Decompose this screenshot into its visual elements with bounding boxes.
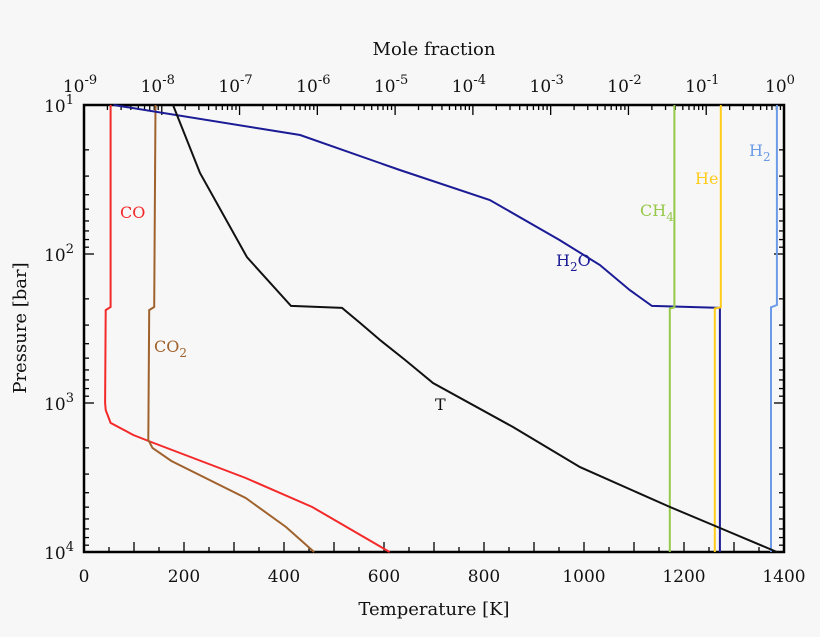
series-label-3: CH4 — [640, 201, 674, 224]
top-tick-label: 10-2 — [607, 73, 641, 97]
bottom-tick-label: 200 — [168, 567, 200, 587]
top-axis-title: Mole fraction — [373, 39, 496, 60]
bottom-tick-label: 600 — [368, 567, 400, 587]
top-tick-label: 10-5 — [374, 73, 408, 97]
y-tick-label: 102 — [44, 242, 74, 266]
series-line-6 — [172, 104, 778, 553]
y-axis-title: Pressure [bar] — [10, 262, 31, 393]
top-tick-label: 10-4 — [452, 73, 486, 97]
top-tick-label: 100 — [765, 73, 795, 97]
top-tick-label: 10-9 — [63, 73, 97, 97]
series-label-5: H2 — [749, 141, 771, 164]
series-label-2: H2O — [556, 251, 591, 274]
y-tick-label: 103 — [44, 391, 74, 415]
ticks: 10-9 10-8 10-7 10-6 10-5 10-4 10-3 10-2 10-1 1000… — [44, 73, 806, 587]
plot-frame — [82, 103, 786, 554]
bottom-axis-title: Temperature [K] — [358, 599, 509, 620]
top-tick-label: 10-6 — [296, 73, 330, 97]
series-label-4: He — [695, 169, 718, 188]
bottom-tick-label: 400 — [268, 567, 300, 587]
series-line-4 — [713, 105, 722, 552]
bottom-tick-label: 1200 — [662, 567, 705, 587]
top-tick-label: 10-8 — [141, 73, 175, 97]
top-tick-label: 10-1 — [685, 73, 719, 97]
series-line-1 — [147, 104, 315, 553]
series-label-6: T — [435, 395, 446, 414]
series-line-0 — [104, 105, 391, 553]
series-line-5 — [770, 105, 778, 552]
labels: CO CO2 H2O CH4 He H2 T — [120, 141, 771, 414]
series-label-1: CO2 — [154, 337, 187, 360]
top-tick-label: 10-3 — [530, 73, 564, 97]
bottom-tick-label: 1000 — [562, 567, 605, 587]
y-tick-label: 104 — [44, 540, 74, 564]
bottom-tick-label: 0 — [79, 567, 90, 587]
series-line-3 — [668, 105, 676, 552]
bottom-tick-label: 800 — [468, 567, 500, 587]
series-label-0: CO — [120, 203, 145, 222]
top-tick-label: 10-7 — [218, 73, 252, 97]
series-line-2 — [113, 104, 721, 552]
series-lines — [104, 104, 778, 553]
bottom-tick-label: 1400 — [762, 567, 805, 587]
y-tick-label: 101 — [44, 93, 74, 117]
